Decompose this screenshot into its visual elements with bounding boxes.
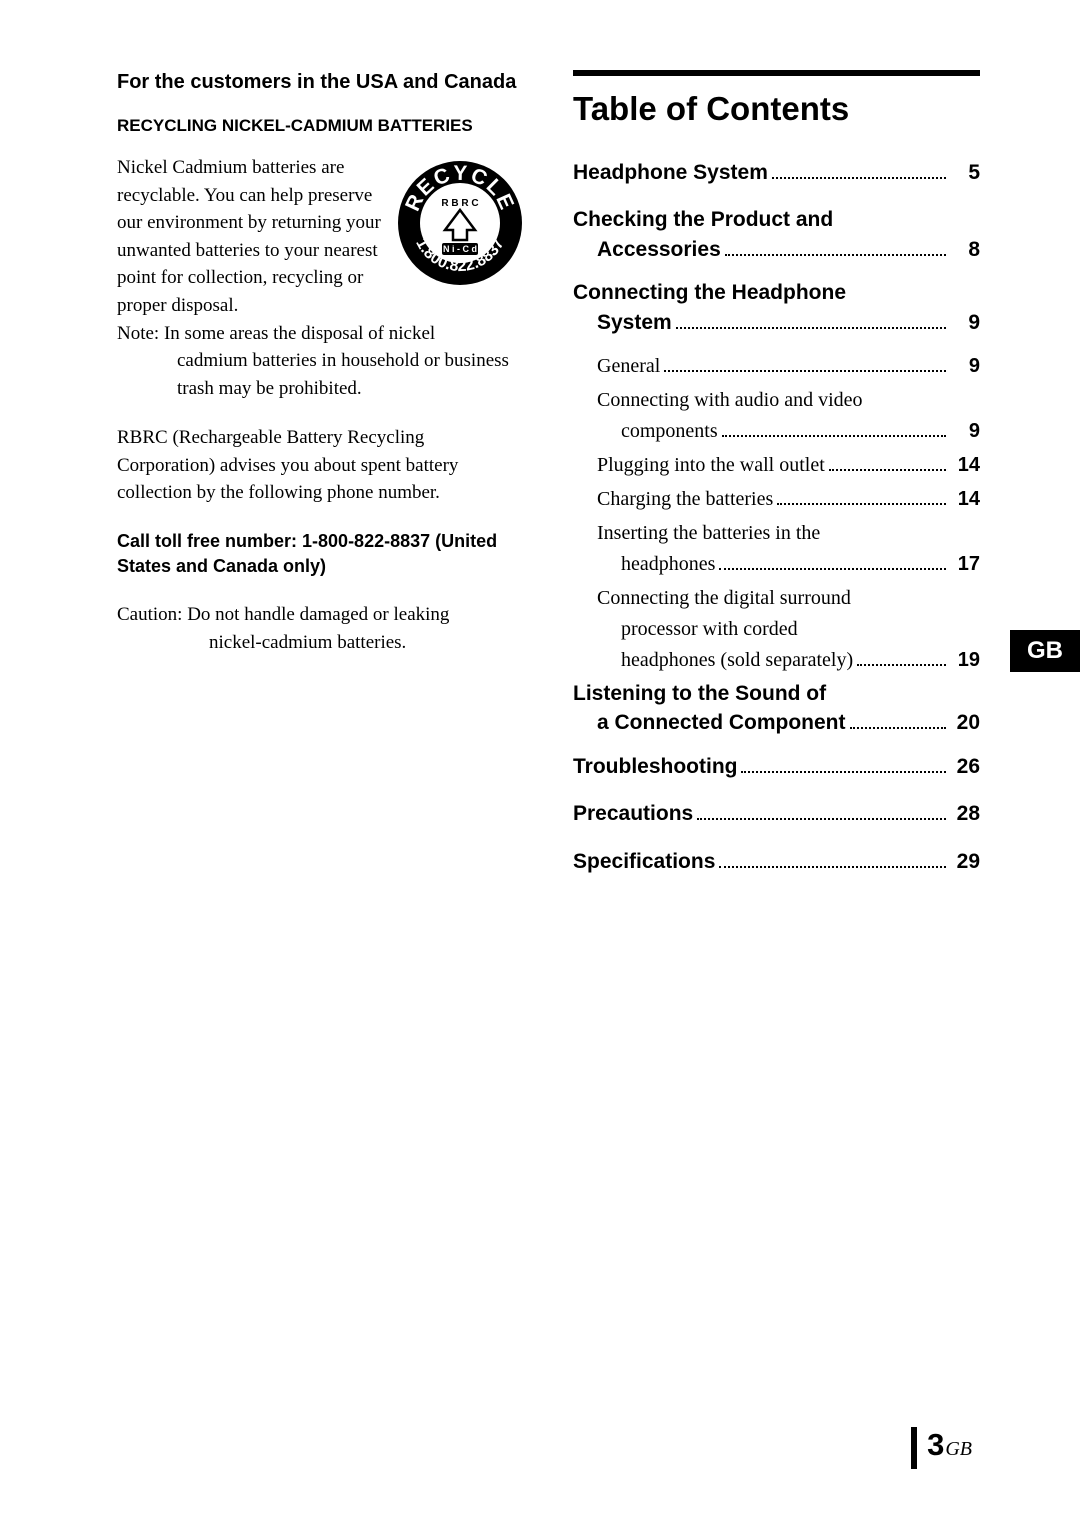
toc-entry-continuation: a Connected Component 20	[597, 708, 980, 737]
rbrc-paragraph: RBRC (Rechargeable Battery Recycling Cor…	[117, 424, 525, 507]
toc-title: Table of Contents	[573, 90, 980, 128]
toc-page: 8	[950, 235, 980, 264]
toc-entry: Troubleshooting 26	[573, 752, 980, 781]
toc-entry-text: System	[597, 308, 672, 337]
toll-free-paragraph: Call toll free number: 1-800-822-8837 (U…	[117, 529, 525, 579]
toc-dots	[697, 818, 946, 820]
toc-sub-text: Plugging into the wall outlet	[597, 450, 825, 481]
toc-dots	[725, 254, 946, 256]
toc-entry: Listening to the Sound of	[573, 679, 980, 708]
caution-block: Caution: Do not handle damaged or leakin…	[117, 601, 525, 656]
toc-subentry: Inserting the batteries in the	[597, 518, 980, 549]
toc-page: 28	[950, 799, 980, 828]
toc-page: 14	[950, 450, 980, 481]
toc-entry-text: a Connected Component	[597, 708, 846, 737]
caution-body: nickel-cadmium batteries.	[209, 629, 525, 657]
toc-sub-text: headphones	[621, 549, 715, 580]
toc-page: 14	[950, 484, 980, 515]
toc-entry: Specifications 29	[573, 847, 980, 876]
toc-dots	[741, 771, 946, 773]
toc-subentry-continuation: processor with corded	[621, 614, 980, 645]
toc-page: 29	[950, 847, 980, 876]
toc-dots	[719, 568, 946, 570]
toc-entry: Precautions 28	[573, 799, 980, 828]
toc-page: 19	[950, 645, 980, 676]
toc-dots	[722, 435, 946, 437]
toc-entry: Connecting the Headphone	[573, 278, 980, 307]
note-first-line: In some areas the disposal of nickel	[164, 323, 435, 344]
toc-dots	[857, 664, 946, 666]
toc-subentry-continuation: headphones (sold separately) 19	[621, 645, 980, 676]
toc-entry: Checking the Product and	[573, 205, 980, 234]
toc-dots	[777, 503, 946, 505]
toc-dots	[772, 177, 946, 179]
footer-suffix: GB	[945, 1438, 972, 1461]
language-tab: GB	[1010, 630, 1080, 672]
page-footer: 3 GB	[911, 1427, 972, 1469]
toc-subentry: General 9	[597, 351, 980, 382]
recycling-subheading: RECYCLING NICKEL-CADMIUM BATTERIES	[117, 115, 525, 136]
toc-subentry: Charging the batteries 14	[597, 484, 980, 515]
toc-subentry-continuation: components 9	[621, 416, 980, 447]
left-column: For the customers in the USA and Canada …	[117, 70, 525, 894]
toc-sub-text: headphones (sold separately)	[621, 645, 853, 676]
toc-dots	[850, 727, 946, 729]
note-body: cadmium batteries in household or busine…	[177, 347, 525, 402]
footer-page-number: 3	[927, 1427, 944, 1463]
toc-divider-bar	[573, 70, 980, 76]
toc-subentry: Plugging into the wall outlet 14	[597, 450, 980, 481]
toc-page: 26	[950, 752, 980, 781]
caution-label: Caution:	[117, 604, 182, 625]
svg-text:N i - C d: N i - C d	[443, 244, 477, 254]
footer-bar	[911, 1427, 917, 1469]
right-column: Table of Contents Headphone System 5 Check…	[573, 70, 980, 894]
toc-page: 9	[950, 308, 980, 337]
toc-entry-continuation: Accessories 8	[597, 235, 980, 264]
toc-dots	[664, 370, 946, 372]
caution-first-line: Do not handle damaged or leaking	[187, 604, 449, 625]
toc-sub-text: components	[621, 416, 718, 447]
toc-page: 9	[950, 351, 980, 382]
toc-sub-text: Charging the batteries	[597, 484, 773, 515]
toc-entry-text: Headphone System	[573, 158, 768, 187]
toc-entry-text: Specifications	[573, 847, 715, 876]
toc-page: 5	[950, 158, 980, 187]
note-label: Note:	[117, 323, 159, 344]
toc-entry-continuation: System 9	[597, 308, 980, 337]
toc-page: 17	[950, 549, 980, 580]
toc-dots	[719, 866, 946, 868]
toc-subentry: Connecting the digital surround	[597, 583, 980, 614]
note-block: Note: In some areas the disposal of nick…	[117, 320, 525, 403]
toc-subentry-continuation: headphones 17	[621, 549, 980, 580]
toc-page: 9	[950, 416, 980, 447]
toc-entry: Headphone System 5	[573, 158, 980, 187]
svg-text:R B R C: R B R C	[441, 198, 478, 209]
toc-sub-text: General	[597, 351, 660, 382]
toc-subentry: Connecting with audio and video	[597, 385, 980, 416]
toc-entry-text: Accessories	[597, 235, 721, 264]
customers-heading: For the customers in the USA and Canada	[117, 70, 525, 95]
toc-page: 20	[950, 708, 980, 737]
recycle-icon: RECYCLE 1.800.822.8837 R B R C N i - C d	[395, 158, 525, 288]
toc-dots	[676, 327, 946, 329]
toc-container: Headphone System 5 Checking the Product an…	[573, 158, 980, 876]
toc-dots	[829, 469, 946, 471]
toc-entry-text: Precautions	[573, 799, 693, 828]
toc-entry-text: Troubleshooting	[573, 752, 737, 781]
